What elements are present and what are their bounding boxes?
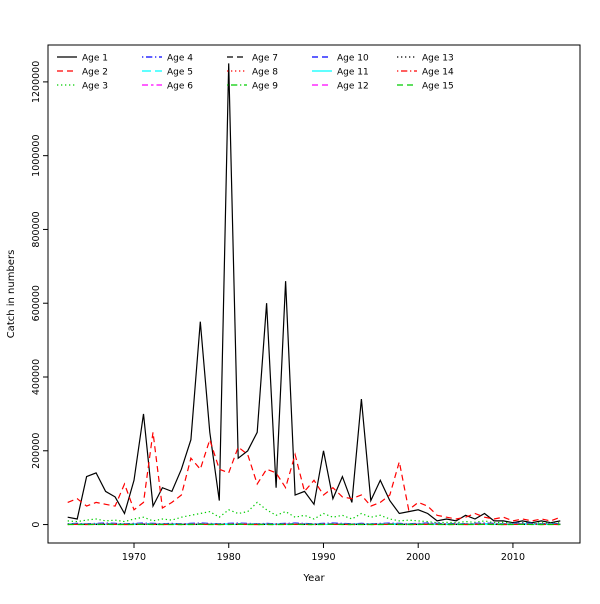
x-tick-label: 1970	[122, 552, 146, 563]
legend-label-age-12: Age 12	[337, 82, 369, 92]
legend-label-age-4: Age 4	[167, 54, 193, 64]
legend-label-age-7: Age 7	[252, 54, 278, 64]
legend-label-age-3: Age 3	[82, 82, 108, 92]
series-line-age-1	[68, 63, 561, 522]
legend-label-age-9: Age 9	[252, 82, 278, 92]
legend-label-age-8: Age 8	[252, 68, 278, 78]
y-tick-label: 800000	[31, 211, 42, 247]
legend-label-age-1: Age 1	[82, 54, 108, 64]
x-tick-label: 1990	[311, 552, 335, 563]
series-line-age-3	[68, 502, 561, 523]
series-line-age-2	[68, 432, 561, 521]
y-tick-label: 600000	[31, 285, 42, 321]
legend-label-age-2: Age 2	[82, 68, 108, 78]
x-axis-title: Year	[302, 573, 325, 584]
legend-label-age-6: Age 6	[167, 82, 193, 92]
plot-box	[48, 45, 580, 543]
y-tick-label: 0	[31, 522, 42, 528]
legend-label-age-13: Age 13	[422, 54, 454, 64]
legend-label-age-11: Age 11	[337, 68, 369, 78]
legend-label-age-10: Age 10	[337, 54, 369, 64]
y-tick-label: 1000000	[31, 135, 42, 177]
x-tick-label: 1980	[217, 552, 241, 563]
x-tick-label: 2000	[406, 552, 430, 563]
y-tick-label: 1200000	[31, 61, 42, 103]
x-tick-label: 2010	[501, 552, 525, 563]
legend-label-age-14: Age 14	[422, 68, 454, 78]
y-axis-title: Catch in numbers	[6, 250, 17, 339]
legend-label-age-15: Age 15	[422, 82, 454, 92]
y-tick-label: 400000	[31, 359, 42, 395]
legend-label-age-5: Age 5	[167, 68, 193, 78]
y-tick-label: 200000	[31, 433, 42, 469]
